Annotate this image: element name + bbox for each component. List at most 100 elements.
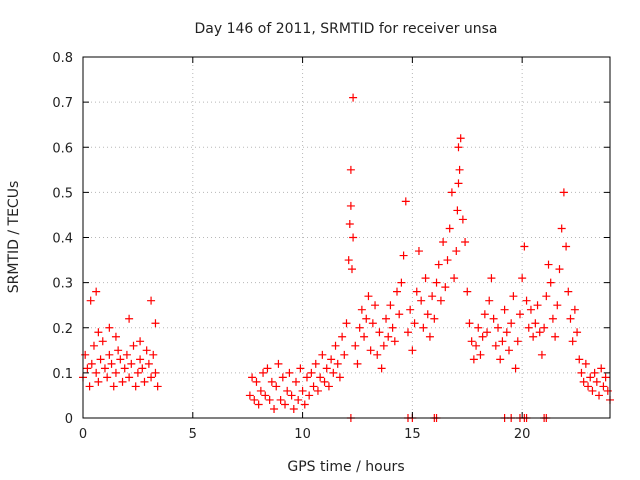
data-point [487, 274, 496, 283]
data-point [425, 332, 434, 341]
data-point [452, 247, 461, 256]
data-point [379, 341, 388, 350]
data-point [94, 377, 103, 386]
chart-title: Day 146 of 2011, SRMTID for receiver uns… [194, 21, 497, 37]
data-point [131, 382, 140, 391]
data-point [259, 368, 268, 377]
data-point [89, 341, 98, 350]
data-point [263, 364, 272, 373]
data-point [566, 314, 575, 323]
data-point [151, 368, 160, 377]
data-point [588, 386, 597, 395]
data-point [553, 301, 562, 310]
data-point [513, 337, 522, 346]
data-point [287, 391, 296, 400]
data-point [245, 391, 254, 400]
data-point [346, 201, 355, 210]
data-point [278, 373, 287, 382]
axis-ticks: 0 5 10 15 20 0 0.1 0.2 0.3 0.4 0.5 0.6 0.7 0.8 [52, 51, 610, 442]
data-point [254, 400, 263, 409]
data-point [603, 386, 612, 395]
data-point [450, 274, 459, 283]
data-point [111, 332, 120, 341]
data-point [463, 287, 472, 296]
data-point [125, 373, 134, 382]
data-point [564, 287, 573, 296]
data-point [267, 377, 276, 386]
data-point [335, 373, 344, 382]
data-point [540, 323, 549, 332]
data-point [445, 224, 454, 233]
data-point [276, 395, 285, 404]
x-tick-label: 10 [294, 427, 311, 442]
data-point [453, 206, 462, 215]
data-point [320, 377, 329, 386]
data-point [309, 382, 318, 391]
data-point [300, 400, 309, 409]
data-point [116, 355, 125, 364]
data-point [105, 323, 114, 332]
data-point [261, 391, 270, 400]
data-point [511, 364, 520, 373]
data-point [384, 332, 393, 341]
data-point [524, 323, 533, 332]
data-point [105, 350, 114, 359]
y-axis-label: SRMTID / TECUs [6, 181, 22, 294]
data-point [544, 260, 553, 269]
data-point [347, 265, 356, 274]
data-point [573, 328, 582, 337]
data-point [371, 301, 380, 310]
data-point [103, 373, 112, 382]
data-point [122, 350, 131, 359]
data-point [147, 373, 156, 382]
data-point [272, 382, 281, 391]
data-point [529, 332, 538, 341]
data-point [434, 260, 443, 269]
data-point [324, 382, 333, 391]
data-point [599, 382, 608, 391]
y-tick-label: 0 [65, 412, 73, 427]
data-point [401, 197, 410, 206]
data-point [138, 364, 147, 373]
data-point [520, 242, 529, 251]
data-point [107, 359, 116, 368]
data-point [86, 296, 95, 305]
data-point [111, 368, 120, 377]
data-point [316, 373, 325, 382]
data-point [507, 319, 516, 328]
data-point [562, 242, 571, 251]
data-point [129, 341, 138, 350]
data-point [338, 332, 347, 341]
data-point [498, 337, 507, 346]
data-point [125, 314, 134, 323]
data-point [579, 377, 588, 386]
data-point [531, 319, 540, 328]
data-point [294, 395, 303, 404]
data-point [423, 310, 432, 319]
data-point [542, 292, 551, 301]
data-point [136, 337, 145, 346]
data-point [412, 287, 421, 296]
data-point [546, 278, 555, 287]
data-point [349, 93, 358, 102]
y-tick-label: 0.5 [52, 186, 73, 201]
data-point [373, 350, 382, 359]
data-point [92, 287, 101, 296]
data-point [456, 134, 465, 143]
data-point [555, 265, 564, 274]
data-point [465, 319, 474, 328]
data-point [483, 328, 492, 337]
data-point [601, 373, 610, 382]
x-tick-label: 20 [514, 427, 531, 442]
data-point [455, 165, 464, 174]
data-point [443, 256, 452, 265]
data-point [469, 355, 478, 364]
data-point [333, 359, 342, 368]
data-point [149, 350, 158, 359]
data-point [109, 382, 118, 391]
data-point [327, 355, 336, 364]
data-point [151, 319, 160, 328]
data-point [595, 391, 604, 400]
data-point [581, 359, 590, 368]
data-point [439, 238, 448, 247]
